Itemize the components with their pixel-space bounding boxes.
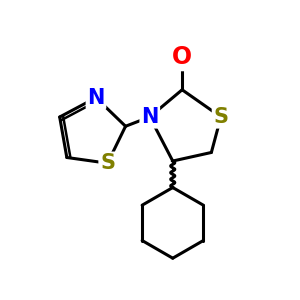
Text: S: S [213, 107, 228, 127]
Text: N: N [87, 88, 105, 108]
Text: N: N [141, 107, 158, 127]
Text: S: S [100, 153, 115, 173]
Text: O: O [172, 45, 192, 69]
